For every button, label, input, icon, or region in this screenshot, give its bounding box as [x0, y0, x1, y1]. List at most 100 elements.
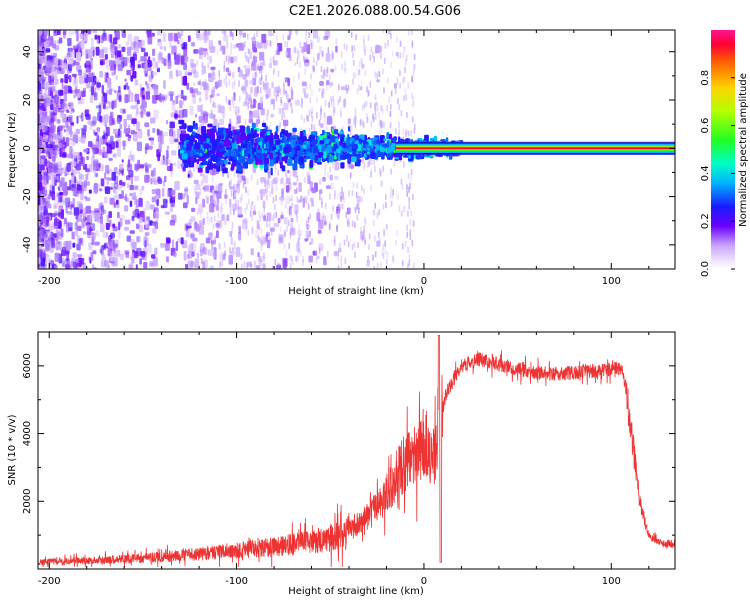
spectrogram-cell [409, 234, 412, 240]
spectrogram-cell [361, 185, 363, 192]
spectrogram-cell [221, 30, 226, 35]
spectrogram-cell [360, 119, 362, 126]
spectrogram-cell [121, 181, 126, 187]
spectrogram-cell [85, 222, 91, 226]
spectrogram-cell [211, 87, 214, 94]
spectrogram-cell [363, 187, 365, 194]
spectrogram-cell [38, 189, 42, 194]
spectrogram-cell [338, 153, 341, 162]
spectrogram-cell [236, 164, 243, 172]
spectrogram-cell [259, 215, 261, 222]
spectrogram-cell [71, 203, 74, 208]
spectrogram-cell [246, 190, 249, 196]
spectrogram-cell [348, 190, 350, 197]
spectrogram-cell [174, 54, 180, 65]
spectrogram-cell [366, 117, 369, 123]
spectrogram-cell [336, 224, 338, 231]
spectrogram-cell [49, 162, 54, 173]
spectrogram-cell [350, 31, 353, 38]
spectrogram-cell [321, 88, 325, 95]
spectrogram-cell [152, 57, 156, 62]
spectrogram-cell [372, 220, 375, 226]
spectrogram-cell [104, 122, 107, 128]
spectrogram-cell [304, 151, 307, 156]
spectrogram-cell [254, 86, 258, 97]
spectrogram-cell [197, 81, 201, 86]
spectrogram-cell [48, 225, 55, 230]
spectrogram-cell [320, 123, 324, 128]
spectrogram-cell [329, 222, 331, 229]
spectrogram-cell [386, 251, 389, 258]
spectrogram-cell [223, 242, 226, 248]
spectrogram-cell [378, 119, 381, 126]
spectrogram-cell [195, 197, 198, 205]
spectrogram-cell [272, 146, 277, 150]
spectrogram-cell [119, 217, 123, 227]
spectrogram-cell [325, 203, 327, 210]
spectrogram-cell [163, 45, 166, 52]
spectrogram-cell [399, 69, 401, 76]
spectrogram-cell [251, 226, 254, 235]
spectrogram-cell [63, 197, 68, 204]
spectrogram-cell [138, 224, 144, 233]
spectrogram-cell [164, 56, 168, 60]
spectrogram-cell [96, 105, 99, 109]
spectrogram-cell [180, 55, 185, 66]
spectrogram-cell [191, 207, 196, 212]
spectrogram-cell [348, 126, 351, 132]
spectrogram-cell [299, 62, 301, 68]
spectrogram-cell [374, 102, 376, 109]
spectrogram-cell [171, 150, 177, 156]
spectrogram-cell [239, 197, 242, 204]
spectrogram-cell [216, 145, 219, 153]
spectrogram-cell [135, 205, 138, 210]
spectrogram-cell [152, 48, 156, 57]
spectrogram-cell [246, 203, 248, 210]
spectrogram-cell [136, 141, 142, 152]
spectrogram-cell [239, 125, 245, 133]
spectrogram-cell [166, 256, 169, 263]
spectrogram-cell [66, 240, 72, 250]
spectrogram-cell [257, 120, 259, 127]
spectrogram-cell [266, 88, 272, 98]
spectrogram-cell [273, 177, 279, 183]
spectrogram-cell [178, 119, 185, 125]
spectrogram-cell [309, 97, 312, 104]
spectrogram-cell [122, 109, 126, 114]
carrier-band [395, 143, 675, 145]
spectrogram-cell [57, 39, 61, 45]
spectrogram-cell [117, 211, 120, 219]
spectrogram-cell [366, 260, 370, 267]
spectrogram-cell [361, 157, 364, 164]
spectrogram-cell [81, 181, 87, 192]
spectrogram-cell [284, 182, 286, 189]
spectrogram-cell [206, 84, 209, 91]
y-tick-label: 40 [22, 45, 33, 58]
spectrogram-cell [53, 133, 59, 140]
spectrogram-cell [142, 214, 145, 222]
spectrogram-cell [351, 244, 354, 250]
spectrogram-cell [147, 243, 152, 254]
spectrogram-cell [397, 52, 399, 59]
spectrogram-cell [53, 94, 58, 105]
spectrogram-cell [411, 40, 414, 47]
spectrogram-cell [228, 181, 231, 188]
spectrogram-cell [365, 100, 368, 107]
spectrogram-cell [309, 213, 311, 220]
spectrogram-cell [90, 57, 93, 64]
spectrogram-cell [221, 203, 223, 209]
spectrogram-cell [414, 123, 416, 130]
spectrogram-cell [88, 227, 93, 232]
spectrogram-cell [96, 135, 100, 142]
spectrogram-cell [260, 227, 263, 234]
spectrogram-cell [69, 137, 74, 141]
spectrogram-cell [345, 84, 347, 91]
spectrogram-cell [107, 81, 112, 89]
spectrogram-cell [311, 123, 313, 130]
spectrogram-cell [230, 250, 235, 256]
spectrogram-cell [205, 115, 207, 122]
spectrogram-cell [212, 243, 214, 250]
spectrogram-cell [337, 192, 339, 199]
spectrogram-cell [49, 90, 53, 97]
spectrogram-cell [92, 232, 96, 240]
